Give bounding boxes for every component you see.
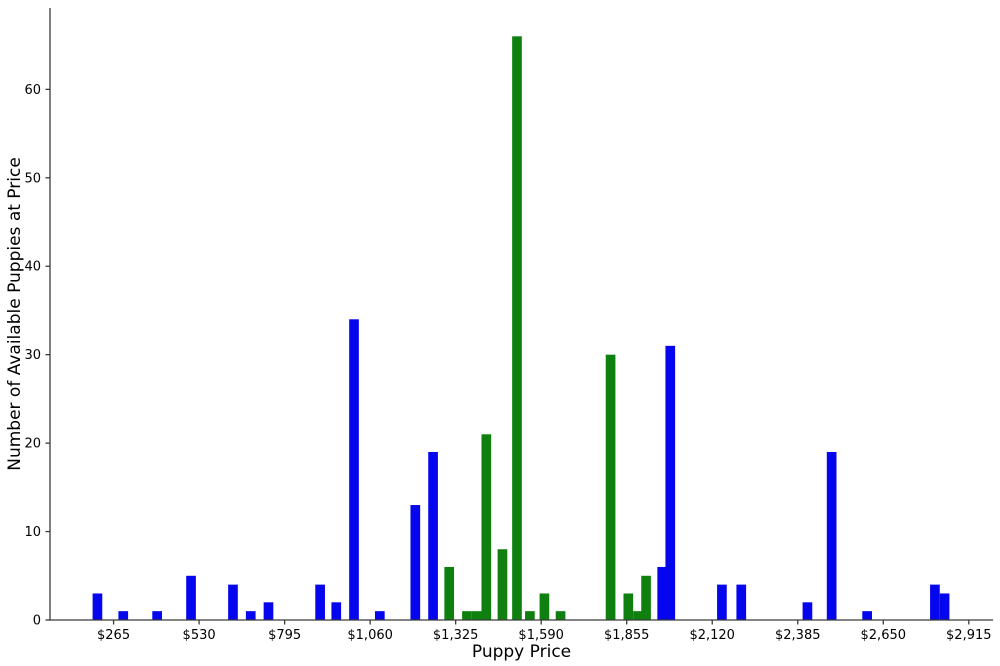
y-tick-label: 10 xyxy=(24,525,41,540)
bar xyxy=(374,611,385,620)
bar xyxy=(444,566,455,620)
bar xyxy=(186,575,196,620)
bar xyxy=(555,611,566,620)
bar xyxy=(471,611,482,620)
bar xyxy=(862,611,872,620)
series-blue-prices xyxy=(92,319,950,620)
y-tick-label: 30 xyxy=(24,348,41,363)
y-tick-label: 0 xyxy=(33,614,41,629)
bar xyxy=(657,566,668,620)
y-tick-label: 20 xyxy=(24,437,41,452)
bar xyxy=(826,451,837,620)
bars-layer xyxy=(92,36,950,621)
x-tick-label: $1,060 xyxy=(347,628,393,643)
bar xyxy=(939,593,950,620)
bar xyxy=(228,584,238,620)
x-tick-label: $265 xyxy=(97,628,130,643)
x-tick-label: $2,650 xyxy=(861,628,907,643)
bar xyxy=(525,611,535,620)
x-axis-label: Puppy Price xyxy=(472,642,571,662)
y-tick-label: 50 xyxy=(24,171,41,186)
x-tick-label: $1,855 xyxy=(604,628,650,643)
ticks-layer: $265 $530 $795 $1,060 $1,325 $1,590 $1,855 $2,1… xyxy=(24,83,991,643)
bar xyxy=(512,36,522,621)
bar xyxy=(118,611,129,620)
bar xyxy=(410,505,421,620)
x-tick-label: $795 xyxy=(268,628,301,643)
bar xyxy=(92,593,103,620)
bar xyxy=(481,434,492,620)
bar xyxy=(315,584,325,620)
bar xyxy=(539,593,550,620)
bar xyxy=(152,611,162,620)
bar xyxy=(497,549,508,620)
x-tick-label: $2,120 xyxy=(689,628,735,643)
bar xyxy=(641,575,651,620)
bar xyxy=(623,593,634,620)
bar xyxy=(802,602,813,620)
bar xyxy=(717,584,727,620)
bar xyxy=(930,584,940,620)
x-tick-label: $2,915 xyxy=(946,628,992,643)
series-green-prices xyxy=(444,36,651,621)
bar xyxy=(349,319,359,620)
bar xyxy=(263,602,274,620)
bar xyxy=(462,611,472,620)
x-tick-label: $2,385 xyxy=(775,628,821,643)
axes-layer xyxy=(49,8,993,621)
bar xyxy=(736,584,747,620)
x-tick-label: $1,590 xyxy=(518,628,564,643)
y-tick-label: 60 xyxy=(24,83,41,98)
y-tick-label: 40 xyxy=(24,260,41,275)
bar xyxy=(245,611,256,620)
x-tick-label: $530 xyxy=(183,628,216,643)
y-axis-label: Number of Available Puppies at Price xyxy=(5,157,25,471)
bar xyxy=(605,354,616,620)
bar xyxy=(665,345,676,620)
x-tick-label: $1,325 xyxy=(433,628,479,643)
bar xyxy=(633,611,643,620)
bar xyxy=(331,602,342,620)
bar xyxy=(428,451,438,620)
